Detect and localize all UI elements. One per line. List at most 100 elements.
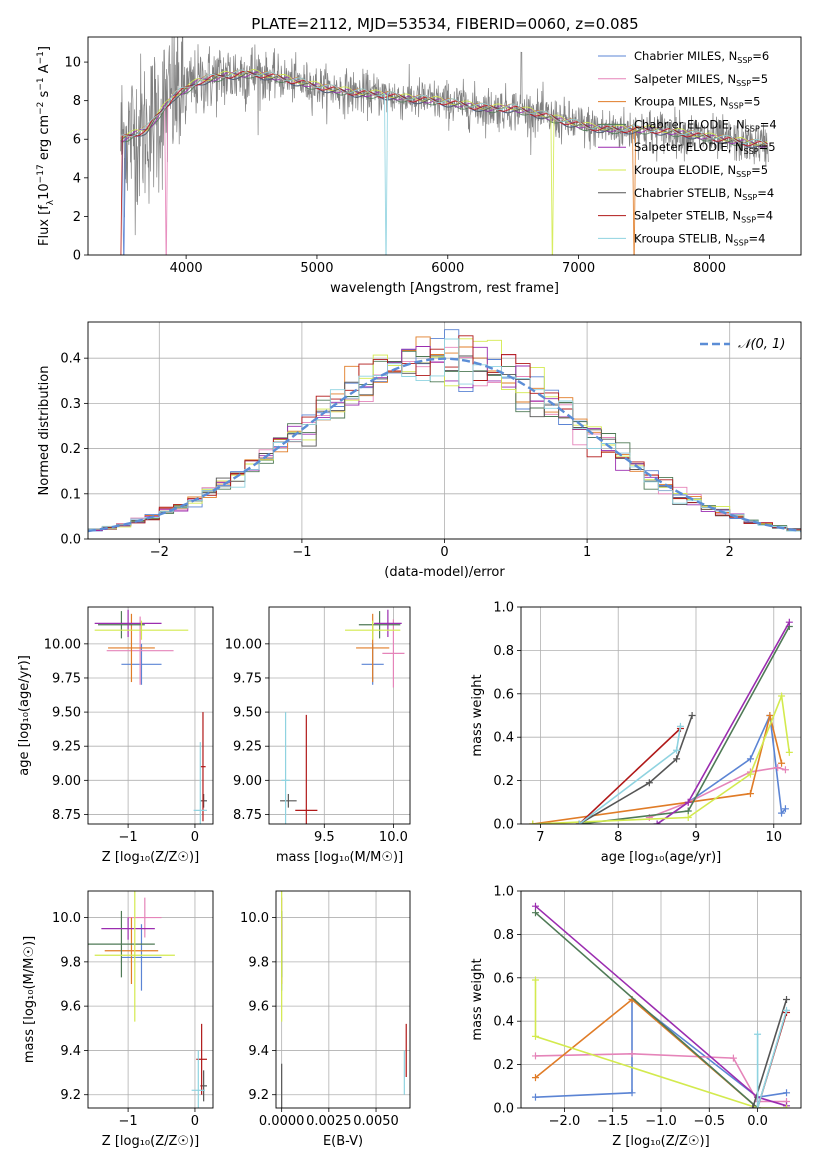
x-tick-label: 7000 <box>562 261 595 276</box>
age-vs-metallicity-panel: −1 0 8.75 9.00 9.25 9.50 9.75 10.00 Z [log₁₀(Z/Z… <box>17 606 214 865</box>
x-tick-label: 0 <box>440 545 448 560</box>
x-tick-label: −0.5 <box>693 1114 725 1129</box>
y-tick-label: 0.2 <box>493 774 514 789</box>
x-axis-label: mass [log₁₀(M/M☉)] <box>276 850 403 865</box>
x-tick-label: −1.5 <box>597 1114 629 1129</box>
legend-text: Salpeter MILES, N <box>634 72 736 86</box>
line-chabrier-stelib <box>578 715 693 824</box>
x-tick-label: 0 <box>191 1114 199 1129</box>
model-line-kroupa-stelib <box>120 69 768 255</box>
x-tick-label: −1 <box>292 545 311 560</box>
y-tick-label: 10.0 <box>52 911 81 926</box>
marker-kroupa-miles <box>531 1074 539 1082</box>
x-tick-label: 8000 <box>693 261 726 276</box>
y-axis-label: mass weight <box>470 958 485 1040</box>
y-tick-label: 9.50 <box>52 706 81 721</box>
line-kroupa-stelib <box>756 1010 788 1108</box>
marker-kroupa-stelib <box>575 820 583 824</box>
figure-title: PLATE=2112, MJD=53534, FIBERID=0060, z=0… <box>251 15 638 33</box>
marker-kroupa-stelib <box>754 1030 762 1038</box>
line-chabrier-elodie <box>534 912 759 1108</box>
marker-kroupa-stelib <box>783 1006 791 1014</box>
mw_age-plot-area <box>529 618 793 824</box>
x-tick-label: −1 <box>119 830 138 845</box>
legend-label-kroupa-stelib: Kroupa STELIB, NSSP=4 <box>634 231 765 247</box>
legend-text: Kroupa MILES, N <box>634 95 729 109</box>
y-tick-label: 1.0 <box>493 885 514 900</box>
legend-sub: SSP <box>745 124 760 133</box>
x-axis-label: Z [log₁₀(Z/Z☉)] <box>612 1134 709 1149</box>
x-tick-label: 0.0050 <box>353 1114 399 1129</box>
legend-sub: SSP <box>744 147 759 156</box>
line-kroupa-miles <box>532 715 783 824</box>
marker-chabrier-miles <box>531 1093 539 1101</box>
y-tick-label: 9.75 <box>233 671 262 686</box>
marker-chabrier-miles <box>781 805 789 813</box>
y-tick-label: 10.00 <box>44 637 81 652</box>
spectrum-plot-area <box>120 37 769 255</box>
marker-chabrier-elodie <box>684 807 692 815</box>
marker-kroupa-elodie <box>785 748 793 756</box>
y-tick-label: 9.75 <box>52 671 81 686</box>
marker-kroupa-stelib <box>673 746 681 754</box>
marker-chabrier-elodie <box>531 909 539 917</box>
y-tick-label: 1.0 <box>493 601 514 616</box>
x-axis-label: E(B-V) <box>323 1134 363 1149</box>
line-salpeter-stelib <box>578 727 681 824</box>
legend-value: =5 <box>751 163 768 177</box>
y-axis-label-part: s <box>37 90 52 101</box>
y-tick-label: 0.2 <box>493 1058 514 1073</box>
marker-kroupa-elodie <box>531 976 539 984</box>
y-axis-label-part: −17 <box>36 164 46 183</box>
legend-label-salpeter-elodie: Salpeter ELODIE, NSSP=5 <box>634 140 776 156</box>
x-axis-label: Z [log₁₀(Z/Z☉)] <box>102 850 199 865</box>
y-tick-label: 9.00 <box>52 774 81 789</box>
age_Z-plot-area <box>94 609 207 824</box>
mass-vs-ebv-panel: 0.0000 0.0025 0.0050 9.2 9.4 9.6 9.8 10.0 E(B-V) <box>240 890 411 1149</box>
marker-salpeter-miles <box>729 1054 737 1062</box>
x-tick-label: 10.0 <box>379 830 408 845</box>
x-tick-label: 5000 <box>300 261 333 276</box>
x-tick-label: 6000 <box>431 261 464 276</box>
y-axis-label-part: Flux [f <box>37 205 52 246</box>
x-tick-label: 9.5 <box>314 830 335 845</box>
y-tick-label: 0.6 <box>493 687 514 702</box>
legend-label-salpeter-miles: Salpeter MILES, NSSP=5 <box>634 72 768 88</box>
y-axis-label: mass [log₁₀(M/M☉)] <box>22 936 37 1063</box>
y-tick-label: 0.0 <box>493 818 514 833</box>
legend-sub: SSP <box>736 79 751 88</box>
x-axis-label: age [log₁₀(age/yr)] <box>601 850 722 865</box>
y-tick-label: 9.4 <box>60 1044 81 1059</box>
y-tick-label: 0.4 <box>493 1015 514 1030</box>
y-tick-label: 0.4 <box>493 731 514 746</box>
y-tick-label: 8.75 <box>52 808 81 823</box>
marker-kroupa-elodie <box>778 692 786 700</box>
x-axis-label: wavelength [Angstrom, rest frame] <box>330 281 559 296</box>
x-tick-label: −1 <box>119 1114 138 1129</box>
legend-value: =5 <box>759 140 776 154</box>
marker-kroupa-elodie <box>529 820 537 824</box>
y-axis-label-part: erg cm <box>37 115 52 164</box>
marker-kroupa-elodie <box>783 1104 791 1108</box>
marker-chabrier-miles <box>783 1089 791 1097</box>
legend-sub: SSP <box>736 170 751 179</box>
marker-kroupa-elodie <box>746 770 754 778</box>
x-tick-label: 0.0 <box>747 1114 768 1129</box>
y-axis-label: mass weight <box>470 674 485 756</box>
y-tick-label: 9.2 <box>248 1088 269 1103</box>
legend-text: Kroupa STELIB, N <box>634 231 734 245</box>
x-tick-label: 1 <box>583 545 591 560</box>
marker-kroupa-elodie <box>684 813 692 821</box>
legend-text: Salpeter ELODIE, N <box>634 140 744 154</box>
marker-kroupa-stelib <box>676 722 684 730</box>
y-tick-label: 4 <box>73 171 81 186</box>
legend-value: =5 <box>744 95 761 109</box>
y-tick-label: 0.0 <box>60 533 81 548</box>
gaussian-curve <box>88 357 801 533</box>
legend-text: Chabrier STELIB, N <box>634 186 742 200</box>
y-tick-label: 9.6 <box>60 1000 81 1015</box>
y-tick-label: 2 <box>73 210 81 225</box>
x-tick-label: 9 <box>692 830 700 845</box>
marker-salpeter-miles <box>781 766 789 774</box>
